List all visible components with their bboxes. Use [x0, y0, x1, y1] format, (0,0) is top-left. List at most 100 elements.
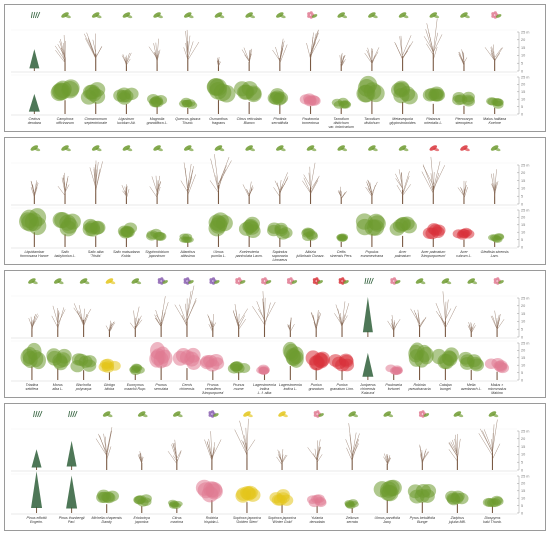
- species-label: Ziziphus jujuba Mill.: [448, 516, 466, 525]
- winter-silhouette: [66, 440, 77, 470]
- winter-silhouette: [241, 47, 253, 71]
- axis-tick-label: 25 m: [521, 296, 529, 300]
- winter-silhouette: [423, 18, 443, 71]
- winter-silhouette: [84, 32, 103, 71]
- leaf-icon: [383, 411, 394, 418]
- summer-silhouette: [96, 489, 120, 513]
- species-label: Citrus maxima: [170, 516, 184, 525]
- species-label: Pterocarya stenoptera: [455, 117, 473, 126]
- summer-silhouette: [117, 222, 138, 247]
- panel-4-scene: 25 m 20 15 10 5 0 25 m 20 15 10 5 0: [11, 410, 529, 515]
- winter-silhouette: [174, 285, 197, 337]
- axis-tick-label: 0: [521, 335, 523, 339]
- axis-tick-label: 5: [521, 62, 523, 66]
- axis-tick-label: 0: [521, 511, 523, 515]
- axis-tick-label: 5: [521, 461, 523, 465]
- winter-silhouette: [410, 308, 427, 337]
- flower-icon: [491, 11, 502, 19]
- winter-silhouette: [204, 431, 222, 470]
- winter-silhouette: [105, 320, 116, 337]
- panel-2-summer-height-axis: 25 m 20 15 10 5 0: [517, 208, 529, 249]
- flower-icon: [261, 277, 272, 285]
- species-label: Yulania denudata: [309, 516, 325, 525]
- red-flower-icon: [338, 277, 349, 285]
- species-label: Magnolia grandiflora L.: [146, 117, 168, 126]
- summer-silhouette: [299, 93, 321, 114]
- winter-silhouette: [55, 35, 66, 71]
- summer-silhouette: [234, 81, 262, 114]
- winter-silhouette: [183, 29, 200, 71]
- winter-silhouette: [234, 418, 256, 470]
- winter-silhouette: [121, 52, 132, 71]
- summer-silhouette: [301, 227, 319, 247]
- flower-icon: [390, 277, 401, 285]
- species-label: Prunus mume: [232, 383, 245, 392]
- leaf-icon: [488, 411, 499, 418]
- flower-icon: [208, 410, 219, 418]
- leaf-icon: [368, 145, 378, 152]
- leaf-icon: [453, 411, 464, 418]
- summer-silhouette: [227, 361, 251, 380]
- summer-silhouette: [66, 475, 78, 513]
- species-label: Photinia serratifolia: [271, 117, 289, 126]
- species-label: Cercis chinensis: [179, 383, 195, 392]
- summer-silhouette: [179, 233, 194, 247]
- winter-silhouette: [57, 172, 70, 204]
- species-label: Punica granatum Linn.: [330, 383, 354, 392]
- summer-silhouette: [172, 347, 202, 380]
- species-label: Acer palmatum: [394, 250, 411, 259]
- panel-evergreen-group-1: 25 m 20 15 10 5 0 25 m 20 15 10 5 0 Cedrus deodara C…: [4, 4, 546, 132]
- winter-silhouette: [276, 449, 288, 470]
- leaf-icon: [153, 12, 163, 19]
- conifer-icon: [33, 410, 43, 418]
- species-label: Prunus serrulata: [154, 383, 169, 392]
- summer-silhouette: [445, 490, 469, 513]
- summer-silhouette: [407, 483, 437, 513]
- axis-tick-label: 15: [521, 489, 525, 493]
- axis-tick-label: 10: [521, 497, 525, 501]
- axis-tick-label: 25 m: [521, 429, 529, 433]
- winter-silhouette: [457, 180, 468, 204]
- winter-silhouette: [310, 310, 322, 337]
- species-label: Diospyros kaki Thunb.: [483, 516, 502, 525]
- summer-silhouette: [452, 227, 475, 247]
- summer-silhouette: [267, 222, 293, 247]
- axis-tick-label: 25 m: [521, 341, 529, 345]
- axis-tick-label: 0: [521, 378, 523, 382]
- axis-tick-label: 15: [521, 312, 525, 316]
- summer-silhouette: [484, 357, 510, 380]
- flower-icon: [418, 410, 430, 418]
- summer-silhouette: [82, 218, 106, 247]
- axis-tick-label: 20: [521, 83, 525, 87]
- winter-silhouette: [28, 313, 39, 337]
- summer-silhouette: [256, 364, 271, 380]
- summer-silhouette: [20, 342, 46, 380]
- summer-silhouette: [452, 91, 476, 114]
- species-label: Ulmus pumila L.: [211, 250, 226, 259]
- summer-silhouette: [336, 233, 349, 247]
- winter-silhouette: [362, 297, 373, 337]
- species-label: Triadica sebifera: [25, 383, 39, 392]
- leaf-icon: [173, 411, 183, 418]
- axis-tick-label: 15: [521, 223, 525, 227]
- panel-1-summer-height-axis: 25 m 20 15 10 5 0: [517, 75, 529, 116]
- winter-silhouette: [89, 160, 103, 204]
- species-label: Paulownia tomentosa: [302, 117, 319, 126]
- summer-silhouette: [129, 363, 145, 380]
- broadleaf-icon: [122, 12, 133, 19]
- summer-silhouette: [195, 479, 223, 513]
- winter-silhouette: [387, 314, 401, 337]
- winter-silhouette: [458, 49, 468, 71]
- summer-silhouette: [208, 212, 233, 247]
- axis-tick-label: 25 m: [521, 474, 529, 478]
- species-label: Ginkgo biloba: [103, 383, 116, 392]
- leaf-icon: [214, 145, 225, 152]
- summer-silhouette: [147, 94, 168, 114]
- winter-silhouette: [51, 305, 66, 337]
- summer-silhouette: [167, 499, 183, 513]
- summer-silhouette: [178, 97, 198, 114]
- panel-deciduous-group-2: 25 m 20 15 10 5 0 25 m 20 15 10 5 0 Liquidambar for…: [4, 137, 546, 265]
- flower-icon: [313, 410, 324, 418]
- summer-silhouette: [355, 213, 386, 247]
- summer-silhouette: [422, 86, 446, 114]
